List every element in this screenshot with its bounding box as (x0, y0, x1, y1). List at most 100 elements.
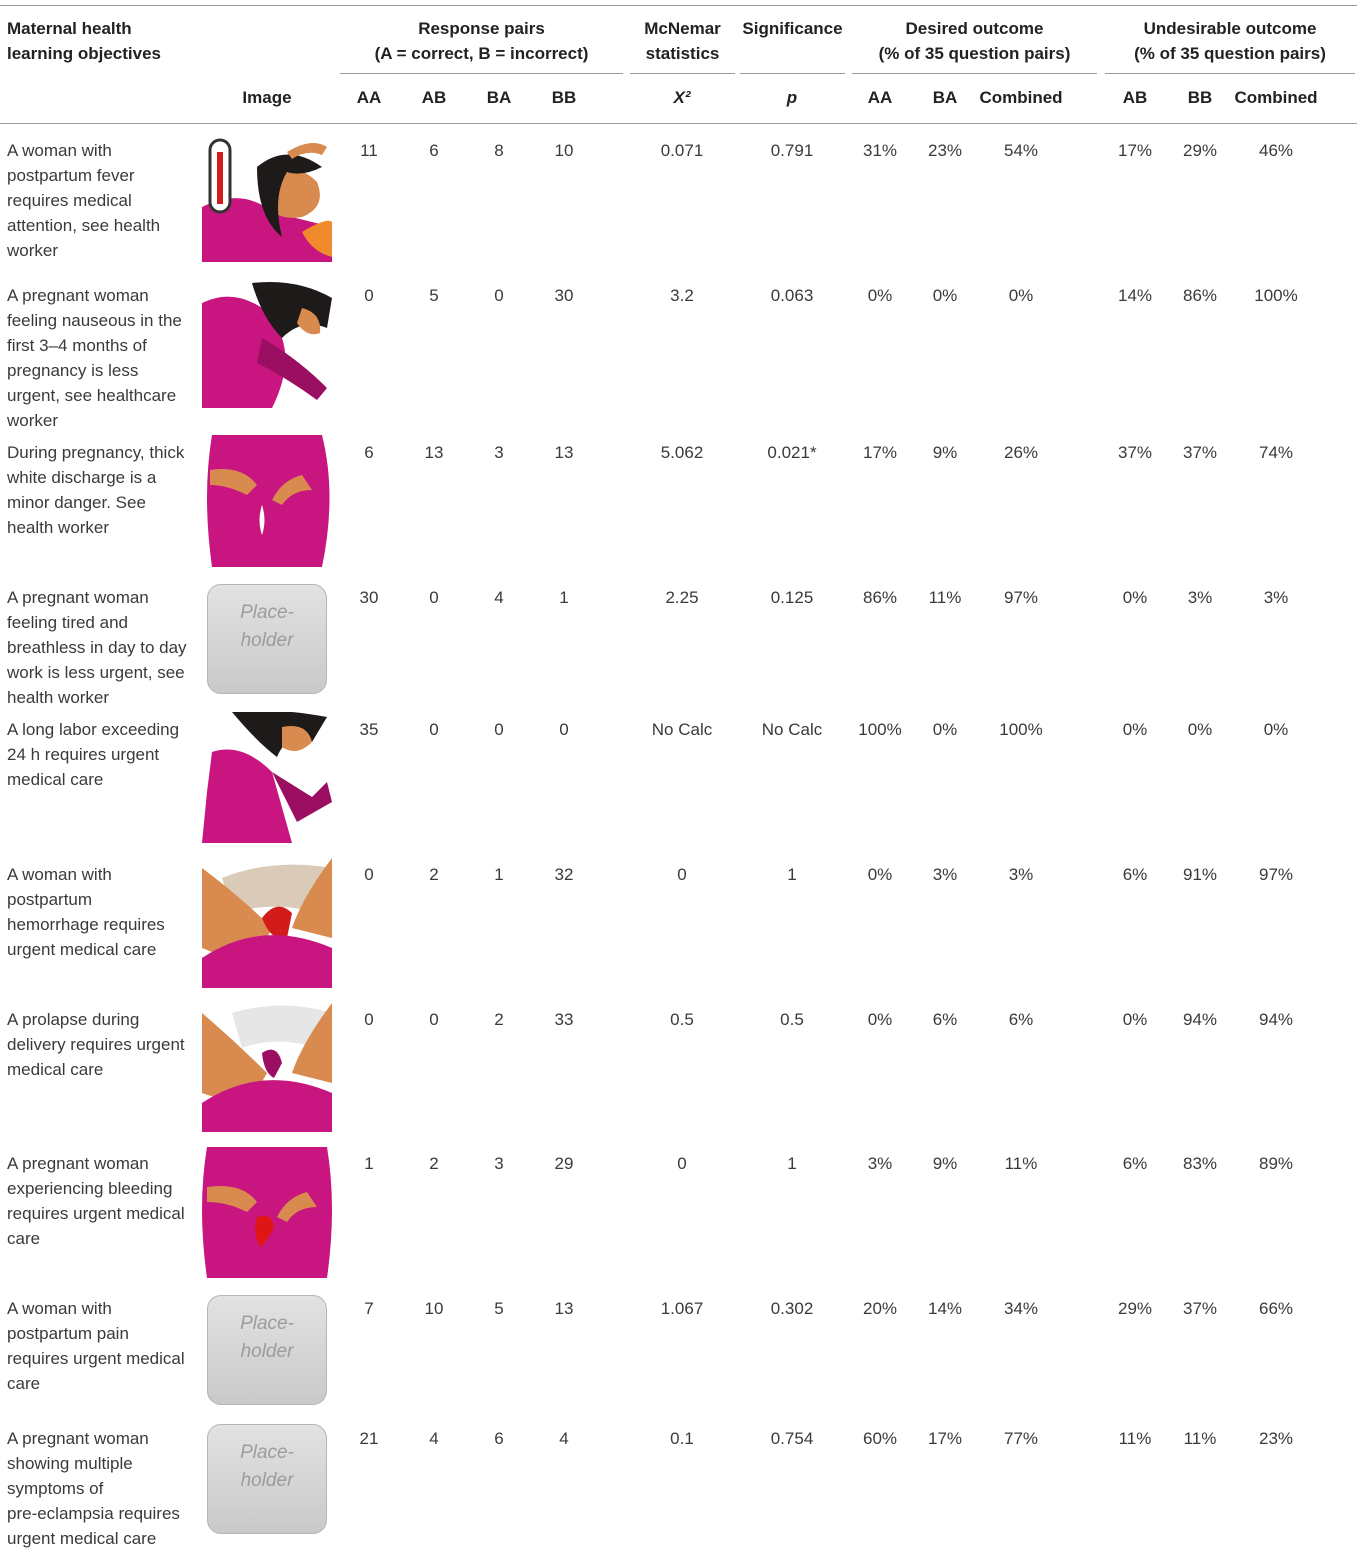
cell-value: 14% (927, 1299, 963, 1318)
objective-text: delivery requires urgent (7, 1035, 185, 1054)
cell-value: 0.302 (770, 1299, 814, 1318)
objective-text: A pregnant woman (7, 588, 149, 607)
illustration (202, 278, 332, 408)
objective-text: health worker (7, 688, 110, 707)
cell-value: 89% (1258, 1154, 1294, 1173)
cell-value: 9% (932, 1154, 958, 1173)
cell-value: 60% (862, 1429, 898, 1448)
objective-text: postpartum fever (7, 166, 135, 185)
header-text: learning objectives (7, 44, 161, 63)
group-header: Undesirable outcome (1143, 19, 1317, 38)
cell-value: 97% (1003, 588, 1039, 607)
cell-value: 94% (1258, 1010, 1294, 1029)
group-header: Significance (742, 19, 843, 38)
column-header: BA (486, 88, 512, 107)
placeholder-text: holder (240, 1341, 294, 1362)
objective-text: medical care (7, 770, 104, 789)
cell-value: 0% (932, 286, 958, 305)
cell-value: 17% (927, 1429, 963, 1448)
cell-value: 37% (1182, 1299, 1218, 1318)
cell-value: 11% (1183, 1429, 1217, 1448)
column-header: BA (932, 88, 958, 107)
objective-text: urgent, see healthcare (7, 386, 177, 405)
cell-value: 6 (494, 1429, 504, 1448)
cell-value: 29% (1182, 141, 1218, 160)
cell-value: 14% (1117, 286, 1153, 305)
illustration (202, 1147, 332, 1278)
placeholder-text: Place- (240, 1442, 294, 1463)
objective-text: feeling nauseous in the (7, 311, 182, 330)
cell-value: 100% (1254, 286, 1298, 305)
cell-value: 0% (1122, 1010, 1148, 1029)
objective-text: work is less urgent, see (7, 663, 185, 682)
objective-text: A pregnant woman (7, 1154, 149, 1173)
cell-value: 9% (932, 443, 958, 462)
cell-value: 6% (1122, 1154, 1148, 1173)
placeholder-text: holder (240, 1470, 294, 1491)
cell-value: 4 (429, 1429, 439, 1448)
objective-text: showing multiple (7, 1454, 133, 1473)
cell-value: 0% (1187, 720, 1213, 739)
cell-value: 30 (554, 286, 574, 305)
objective-text: white discharge is a (7, 468, 157, 487)
objective-text: first 3–4 months of (7, 336, 147, 355)
column-header: X² (673, 88, 691, 107)
rule-line (0, 5, 1357, 6)
cell-value: 1 (787, 865, 797, 884)
cell-value: 54% (1003, 141, 1039, 160)
cell-value: 0% (1122, 588, 1148, 607)
rule-line (1105, 73, 1355, 74)
rule-line (340, 73, 623, 74)
cell-value: 100% (858, 720, 902, 739)
objective-text: experiencing bleeding (7, 1179, 173, 1198)
column-header: Image (242, 88, 292, 107)
cell-value: 32 (554, 865, 574, 884)
cell-value: 10 (554, 141, 574, 160)
objective-text: A woman with (7, 865, 112, 884)
cell-value: 29% (1117, 1299, 1153, 1318)
cell-value: 23% (927, 141, 963, 160)
cell-value: 3 (494, 1154, 504, 1173)
cell-value: 6% (932, 1010, 958, 1029)
column-header: AB (421, 88, 447, 107)
objective-text: postpartum pain (7, 1324, 129, 1343)
objective-text: care (7, 1229, 41, 1248)
objective-text: medical care (7, 1060, 104, 1079)
cell-value: 34% (1003, 1299, 1039, 1318)
cell-value: 5 (429, 286, 439, 305)
cell-value: 83% (1182, 1154, 1218, 1173)
cell-value: 0.5 (670, 1010, 694, 1029)
objective-text: minor danger. See (7, 493, 146, 512)
cell-value: 37% (1182, 443, 1218, 462)
cell-value: No Calc (651, 720, 713, 739)
cell-value: 86% (1182, 286, 1218, 305)
cell-value: 1 (559, 588, 569, 607)
column-header: AA (867, 88, 893, 107)
group-header: McNemar (644, 19, 721, 38)
cell-value: 94% (1182, 1010, 1218, 1029)
rule-line (852, 73, 1097, 74)
cell-value: 3 (494, 443, 504, 462)
cell-value: 0 (364, 865, 374, 884)
group-header: Response pairs (418, 19, 545, 38)
cell-value: 8 (494, 141, 504, 160)
cell-value: 0.754 (770, 1429, 814, 1448)
cell-value: 5.062 (660, 443, 704, 462)
cell-value: 0.125 (770, 588, 814, 607)
objective-text: A pregnant woman (7, 286, 149, 305)
cell-value: 35 (359, 720, 379, 739)
image-placeholder: Place-holder (207, 1295, 327, 1405)
objective-text: A woman with (7, 1299, 112, 1318)
column-header: AB (1122, 88, 1148, 107)
cell-value: 0 (429, 1010, 439, 1029)
objective-text: pre-eclampsia requires (7, 1504, 180, 1523)
cell-value: 0.1 (670, 1429, 694, 1448)
cell-value: 2 (429, 1154, 439, 1173)
objective-text: A pregnant woman (7, 1429, 149, 1448)
objective-text: worker (7, 411, 59, 430)
objective-text: health worker (7, 518, 110, 537)
objective-text: pregnancy is less (7, 361, 139, 380)
cell-value: 0% (1122, 720, 1148, 739)
group-header: (A = correct, B = incorrect) (374, 44, 589, 63)
